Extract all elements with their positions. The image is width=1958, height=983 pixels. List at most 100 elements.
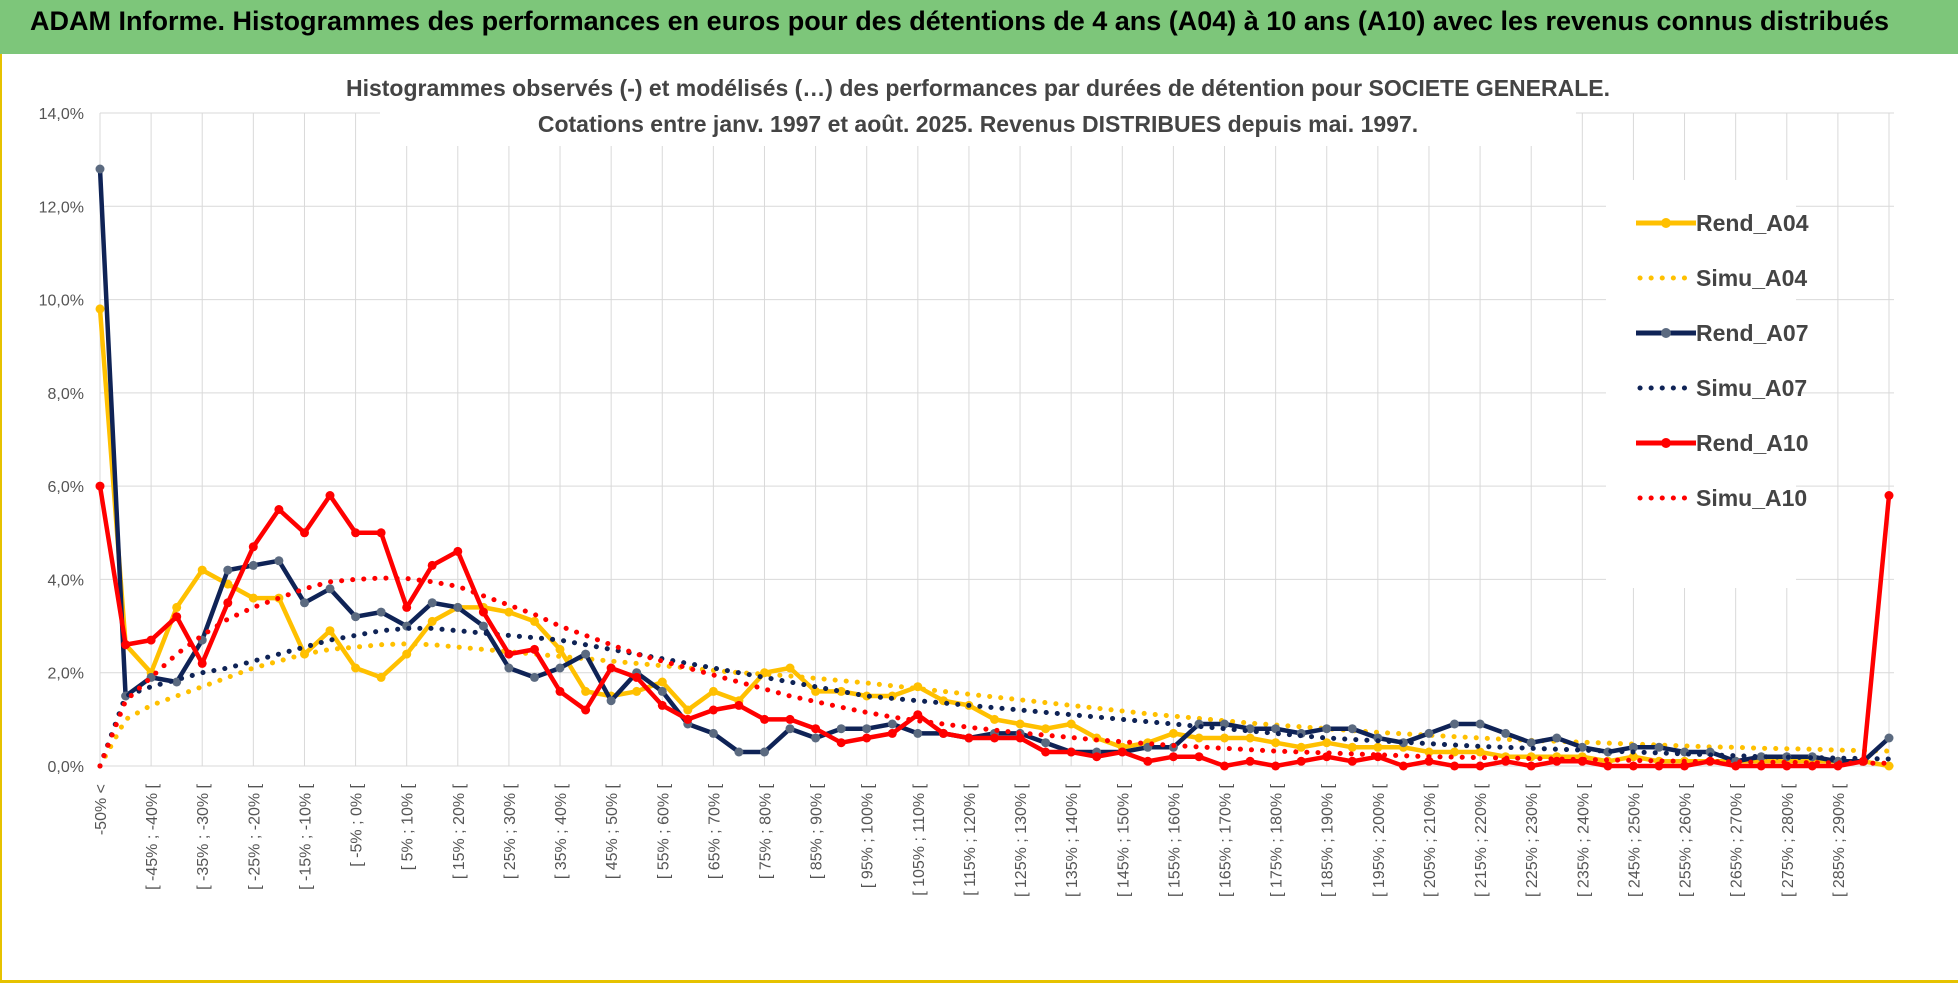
data-point [95,481,105,491]
y-tick-label: 4,0% [48,572,84,589]
legend-label: Simu_A07 [1696,375,1807,401]
data-point [376,528,386,538]
data-point [581,686,591,696]
data-point [1731,761,1741,771]
legend: Rend_A04 Simu_A04 Rend_A07 Simu_A07 Rend_A10… [1636,210,1809,511]
legend-marker [1661,218,1671,228]
data-point [1654,761,1664,771]
performance-chart: Histogrammes observés (-) et modélisés (… [39,64,1894,897]
x-tick-label: [ 15% ; 20% [ [451,783,468,879]
data-point [760,714,769,724]
data-point [1628,752,1638,762]
series-line [97,625,1892,769]
x-tick-label: [ 265% ; 270% [ [1729,783,1746,897]
data-point [1271,738,1281,748]
data-point [504,649,514,659]
data-point [1424,747,1434,757]
data-point [351,663,361,673]
x-tick-label: [ 5% ; 10% [ [400,783,417,870]
data-point [1194,752,1204,762]
data-point [1552,756,1562,766]
legend-item: Simu_A10 [1637,485,1807,511]
data-point [811,733,821,743]
series-Simu_A07 [97,625,1892,769]
data-point [530,644,539,654]
data-point [1245,756,1255,766]
data-point [453,546,463,556]
data-point [1168,728,1178,738]
data-point [708,705,718,715]
data-point [300,598,309,608]
data-point [427,616,437,626]
x-tick-label: [ 25% ; 30% [ [502,783,519,879]
x-tick-label: [ 115% ; 120% [ [962,783,979,895]
data-point [1756,752,1766,762]
data-point [1066,747,1076,757]
data-point [990,733,999,743]
legend-label: Rend_A10 [1696,430,1808,456]
data-point [606,696,616,706]
data-point [248,560,258,570]
x-tick-label: [ 155% ; 160% [ [1166,783,1183,897]
data-point [478,621,488,631]
x-tick-label: [ 165% ; 170% [ [1218,783,1235,897]
x-tick-label: [ 95% ; 100% [ [860,783,877,888]
data-point [223,565,233,575]
data-point [1807,761,1817,771]
data-point [657,677,667,687]
data-point [1041,724,1051,734]
x-tick-label: [ 35% ; 40% [ [553,783,570,879]
data-point [1296,742,1306,752]
data-point [811,686,821,696]
data-point [836,738,846,748]
data-point [1117,747,1127,757]
data-point [708,728,718,738]
x-tick-label: [ 235% ; 240% [ [1575,783,1592,897]
data-point [1373,742,1383,752]
data-point [248,593,258,603]
data-point [1680,761,1689,771]
data-point [913,682,923,692]
data-point [734,700,744,710]
x-tick-label: [ 215% ; 220% [ [1473,783,1490,897]
data-point [555,686,565,696]
legend-item: Rend_A07 [1636,320,1808,346]
data-point [1347,742,1357,752]
data-point [1884,733,1894,743]
chart-title: Histogrammes observés (-) et modélisés (… [346,75,1610,101]
data-point [785,724,795,734]
y-tick-label: 0,0% [48,759,84,776]
data-point [1271,724,1281,734]
legend-label: Rend_A07 [1696,320,1808,346]
data-point [1041,747,1051,757]
data-point [172,602,182,612]
data-point [862,733,872,743]
x-tick-label: -50% < [93,784,110,835]
data-point [274,505,284,514]
data-point [581,705,591,715]
data-point [530,672,539,682]
data-point [606,663,616,673]
data-point [938,728,948,738]
data-point [1526,761,1536,771]
data-point [964,733,974,743]
data-point [453,602,463,612]
y-tick-label: 6,0% [48,479,84,496]
data-point [785,663,795,673]
data-point [197,658,207,668]
data-point [300,528,309,538]
data-point [1066,719,1076,729]
data-point [1450,747,1459,757]
data-point [1015,733,1025,743]
legend-label: Rend_A04 [1696,210,1809,236]
data-point [1194,733,1204,743]
legend-label: Simu_A04 [1696,265,1807,291]
chart-frame [0,54,1958,983]
data-point [1347,724,1357,734]
x-tick-label: [ 195% ; 200% [ [1371,783,1388,897]
x-tick-label: [ 285% ; 290% [ [1831,783,1848,897]
x-tick-label: [ 75% ; 80% [ [757,783,774,879]
x-tick-label: [ 145% ; 150% [ [1115,783,1132,897]
x-tick-label: [ 185% ; 190% [ [1320,783,1337,897]
data-point [1501,728,1511,738]
